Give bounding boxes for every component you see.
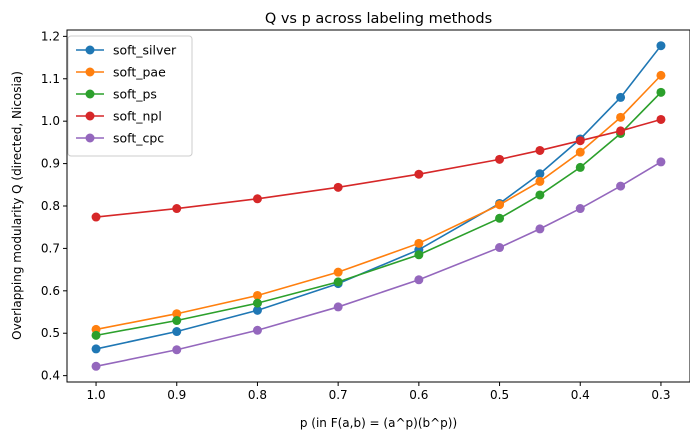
data-point-soft_cpc — [172, 345, 182, 355]
data-point-soft_npl — [333, 182, 343, 192]
data-point-soft_npl — [616, 126, 626, 136]
legend: soft_silver soft_pae soft_ps soft_npl soft_c… — [67, 35, 193, 157]
data-point-soft_pae — [172, 309, 182, 319]
y-tick-label: 0.4 — [41, 369, 60, 383]
data-point-soft_cpc — [414, 275, 424, 285]
data-point-soft_pae — [414, 238, 424, 248]
data-point-soft_npl — [172, 204, 182, 214]
data-point-soft_npl — [575, 136, 585, 146]
data-point-soft_silver — [91, 344, 101, 354]
data-point-soft_npl — [91, 212, 101, 222]
series-line-soft_pae — [95, 74, 662, 331]
x-tick-label: 0.4 — [571, 388, 590, 402]
data-point-soft_pae — [575, 147, 585, 157]
data-point-soft_pae — [252, 290, 262, 300]
data-point-soft_silver — [535, 169, 545, 179]
data-point-soft_ps — [252, 298, 262, 308]
data-point-soft_npl — [656, 114, 666, 124]
data-point-soft_pae — [495, 200, 505, 210]
data-point-soft_cpc — [91, 361, 101, 371]
data-point-soft_ps — [91, 330, 101, 340]
legend-marker-soft_npl — [85, 111, 95, 121]
data-point-soft_cpc — [495, 243, 505, 253]
y-tick-label: 0.7 — [41, 241, 60, 255]
x-tick-label: 0.3 — [651, 388, 670, 402]
data-point-soft_pae — [333, 267, 343, 277]
y-tick-label: 1.2 — [41, 29, 60, 43]
data-point-soft_ps — [656, 87, 666, 97]
legend-marker-soft_pae — [85, 67, 95, 77]
chart-title: Q vs p across labeling methods — [265, 11, 492, 27]
data-point-soft_cpc — [535, 224, 545, 234]
legend-label-soft_ps: soft_ps — [113, 87, 157, 102]
data-point-soft_pae — [535, 176, 545, 186]
legend-label-soft_silver: soft_silver — [113, 43, 177, 58]
data-point-soft_ps — [535, 190, 545, 200]
data-point-soft_pae — [616, 112, 626, 122]
data-point-soft_cpc — [575, 204, 585, 214]
data-point-soft_silver — [656, 41, 666, 51]
data-point-soft_pae — [656, 70, 666, 80]
legend-marker-soft_cpc — [85, 133, 95, 143]
data-point-soft_npl — [495, 154, 505, 164]
data-point-soft_silver — [616, 92, 626, 102]
x-tick-label: 0.6 — [409, 388, 428, 402]
data-point-soft_ps — [414, 250, 424, 260]
x-tick-label: 0.9 — [167, 388, 186, 402]
legend-marker-soft_silver — [85, 45, 95, 55]
x-tick-label: 0.7 — [329, 388, 348, 402]
data-point-soft_npl — [414, 169, 424, 179]
data-point-soft_silver — [252, 305, 262, 315]
data-point-soft_ps — [333, 277, 343, 287]
legend-label-soft_cpc: soft_cpc — [113, 131, 164, 146]
legend-label-soft_pae: soft_pae — [113, 65, 166, 80]
legend-marker-soft_ps — [85, 89, 95, 99]
legend-box — [67, 35, 193, 157]
y-tick-label: 0.5 — [41, 326, 60, 340]
data-point-soft_cpc — [616, 181, 626, 191]
y-tick-label: 0.6 — [41, 284, 60, 298]
y-tick-label: 0.9 — [41, 157, 60, 171]
y-axis-label: Overlapping modularity Q (directed, Nico… — [10, 71, 24, 340]
data-point-soft_ps — [172, 316, 182, 326]
y-tick-label: 1.0 — [41, 114, 60, 128]
data-point-soft_silver — [172, 327, 182, 337]
data-point-soft_ps — [575, 162, 585, 172]
data-point-soft_cpc — [656, 157, 666, 167]
x-tick-label: 0.5 — [490, 388, 509, 402]
series-line-soft_npl — [95, 118, 662, 218]
data-point-soft_ps — [495, 213, 505, 223]
series-line-soft_ps — [95, 91, 662, 337]
legend-label-soft_npl: soft_npl — [113, 109, 162, 124]
x-axis-label: p (in F(a,b) = (a^p)(b^p)) — [300, 416, 457, 430]
data-point-soft_cpc — [252, 325, 262, 335]
plot-area — [91, 41, 666, 371]
data-point-soft_npl — [535, 145, 545, 155]
x-tick-label: 0.8 — [248, 388, 267, 402]
x-tick-label: 1.0 — [87, 388, 106, 402]
series-line-soft_silver — [95, 45, 662, 350]
y-tick-label: 1.1 — [41, 72, 60, 86]
data-point-soft_cpc — [333, 302, 343, 312]
series-line-soft_cpc — [95, 161, 662, 368]
data-point-soft_npl — [252, 194, 262, 204]
y-tick-label: 0.8 — [41, 199, 60, 213]
axes: 1.0 0.9 0.8 0.7 0.6 0.5 0.4 0.3 0.4 0.5 0.6 0.7 0.8 0… — [41, 29, 690, 402]
